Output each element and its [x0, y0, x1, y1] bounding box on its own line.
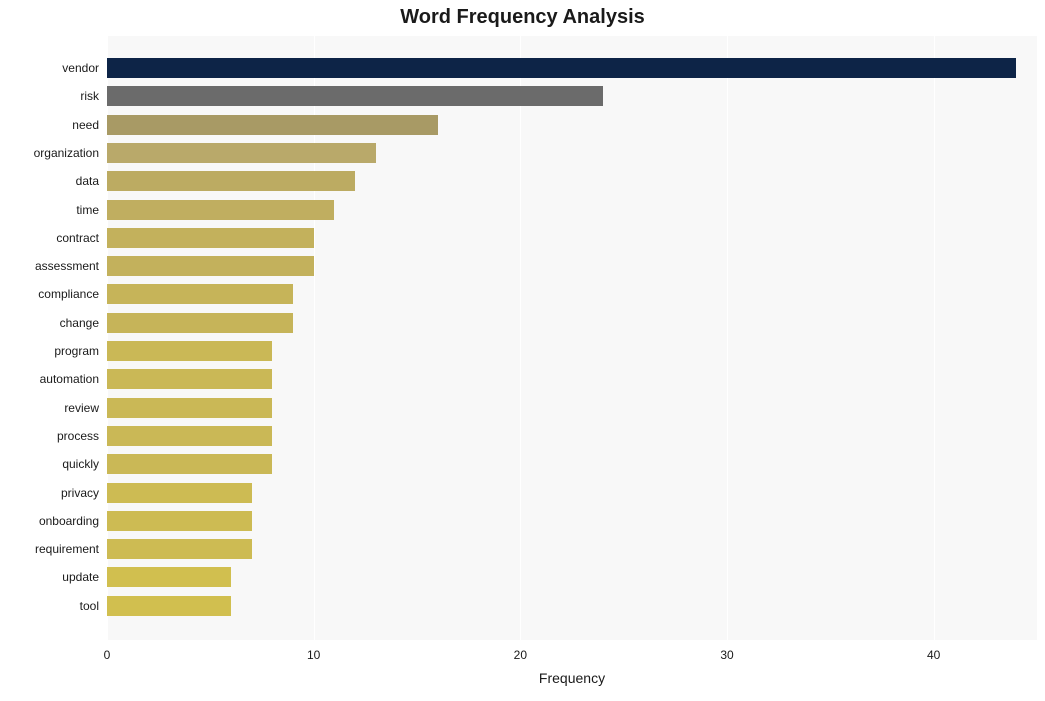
- bar-row: [107, 454, 1037, 474]
- bar-row: [107, 143, 1037, 163]
- x-tick-label: 10: [307, 648, 320, 662]
- bar: [107, 58, 1016, 78]
- bar-row: [107, 256, 1037, 276]
- y-tick-label: organization: [34, 147, 107, 159]
- y-tick-label: contract: [56, 232, 107, 244]
- word-frequency-chart: Word Frequency Analysis 010203040Frequen…: [0, 0, 1045, 701]
- bar-row: [107, 567, 1037, 587]
- bar: [107, 511, 252, 531]
- bar-row: [107, 284, 1037, 304]
- chart-title: Word Frequency Analysis: [0, 6, 1045, 29]
- bar: [107, 256, 314, 276]
- y-tick-label: assessment: [35, 260, 107, 272]
- y-tick-label: update: [62, 571, 107, 583]
- y-tick-label: automation: [40, 373, 107, 385]
- bar: [107, 171, 355, 191]
- bar: [107, 426, 272, 446]
- bar: [107, 228, 314, 248]
- bar-row: [107, 341, 1037, 361]
- y-tick-label: privacy: [61, 487, 107, 499]
- bar-row: [107, 58, 1037, 78]
- bar: [107, 341, 272, 361]
- bar-row: [107, 596, 1037, 616]
- bar-row: [107, 483, 1037, 503]
- bar-row: [107, 539, 1037, 559]
- plot-area: 010203040Frequencyvendorriskneedorganiza…: [107, 36, 1037, 640]
- y-tick-label: process: [57, 430, 107, 442]
- bar-row: [107, 426, 1037, 446]
- x-tick-label: 30: [720, 648, 733, 662]
- bar: [107, 86, 603, 106]
- y-tick-label: need: [72, 119, 107, 131]
- y-tick-label: tool: [80, 600, 107, 612]
- x-tick-label: 40: [927, 648, 940, 662]
- y-tick-label: review: [64, 402, 107, 414]
- y-tick-label: compliance: [38, 288, 107, 300]
- bar: [107, 200, 334, 220]
- y-tick-label: quickly: [62, 458, 107, 470]
- y-tick-label: program: [54, 345, 107, 357]
- bar: [107, 483, 252, 503]
- y-tick-label: vendor: [62, 62, 107, 74]
- x-tick-label: 20: [514, 648, 527, 662]
- bar: [107, 567, 231, 587]
- bar: [107, 369, 272, 389]
- y-tick-label: risk: [80, 90, 107, 102]
- bar-row: [107, 369, 1037, 389]
- bar-row: [107, 228, 1037, 248]
- bar: [107, 454, 272, 474]
- y-tick-label: onboarding: [39, 515, 107, 527]
- x-tick-label: 0: [104, 648, 111, 662]
- bar: [107, 284, 293, 304]
- bar: [107, 313, 293, 333]
- bar-row: [107, 115, 1037, 135]
- bar: [107, 143, 376, 163]
- y-tick-label: change: [60, 317, 107, 329]
- y-tick-label: time: [76, 204, 107, 216]
- bar-row: [107, 313, 1037, 333]
- bar: [107, 539, 252, 559]
- y-tick-label: requirement: [35, 543, 107, 555]
- y-tick-label: data: [76, 175, 107, 187]
- bar: [107, 596, 231, 616]
- bar: [107, 398, 272, 418]
- bar: [107, 115, 438, 135]
- bar-row: [107, 511, 1037, 531]
- bar-row: [107, 398, 1037, 418]
- bar-row: [107, 200, 1037, 220]
- bar-row: [107, 86, 1037, 106]
- x-axis-title: Frequency: [107, 670, 1037, 686]
- bar-row: [107, 171, 1037, 191]
